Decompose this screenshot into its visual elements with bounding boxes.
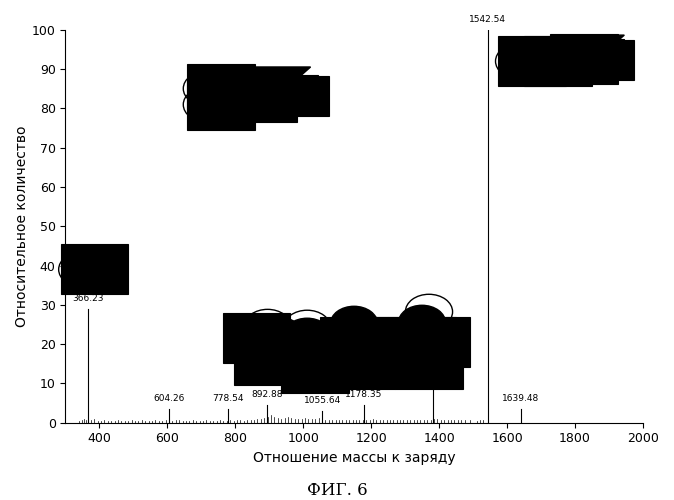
Text: 1639.48: 1639.48 xyxy=(502,394,539,403)
Text: 1055.64: 1055.64 xyxy=(303,396,341,405)
Text: 1178.35: 1178.35 xyxy=(345,390,383,399)
Text: ФИГ. 6: ФИГ. 6 xyxy=(307,482,367,499)
X-axis label: Отношение массы к заряду: Отношение массы к заряду xyxy=(253,451,456,465)
Text: 778.54: 778.54 xyxy=(212,394,244,403)
Text: 1381.65: 1381.65 xyxy=(415,374,452,384)
Y-axis label: Относительное количество: Относительное количество xyxy=(15,126,29,327)
Text: 892.88: 892.88 xyxy=(251,390,282,399)
Text: 1542.54: 1542.54 xyxy=(469,15,506,24)
Text: SAB: SAB xyxy=(311,94,323,99)
Text: 366.23: 366.23 xyxy=(72,294,104,303)
Text: 604.26: 604.26 xyxy=(153,394,185,403)
